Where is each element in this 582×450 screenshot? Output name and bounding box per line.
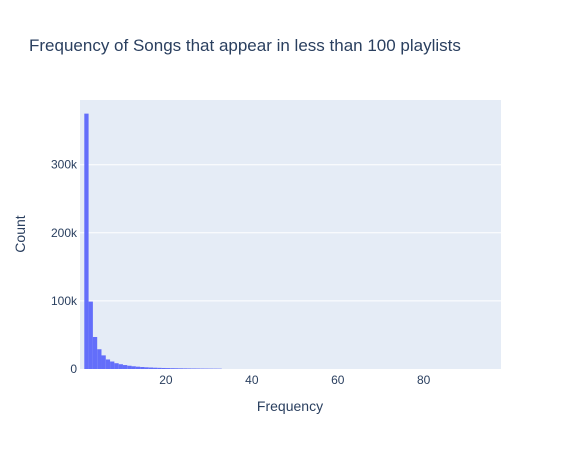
histogram-bar[interactable]: [174, 368, 179, 369]
histogram-bar[interactable]: [191, 368, 196, 369]
y-axis-title: Count: [12, 215, 28, 252]
histogram-bar[interactable]: [148, 367, 154, 369]
histogram-bar[interactable]: [84, 113, 89, 369]
x-tick-label: 40: [245, 373, 259, 387]
histogram-bar[interactable]: [170, 368, 175, 369]
histogram-bar[interactable]: [97, 349, 102, 369]
histogram-bar[interactable]: [187, 368, 192, 369]
histogram-bar[interactable]: [157, 367, 162, 369]
y-tick-label: 100k: [51, 294, 78, 308]
histogram-bar[interactable]: [135, 366, 141, 369]
histogram-bar[interactable]: [161, 367, 166, 369]
x-axis-title: Frequency: [257, 398, 323, 414]
y-tick-label: 0: [70, 362, 77, 376]
y-axis-ticks: 0 100k 200k 300k: [51, 158, 78, 376]
histogram-bar[interactable]: [92, 336, 98, 369]
x-tick-label: 20: [159, 373, 173, 387]
histogram-bar[interactable]: [114, 363, 119, 369]
x-tick-label: 60: [331, 373, 345, 387]
histogram-bar[interactable]: [165, 368, 171, 369]
histogram-bar[interactable]: [153, 367, 158, 369]
histogram-bars: [84, 113, 222, 369]
histogram-bar[interactable]: [110, 361, 115, 369]
histogram-bar[interactable]: [88, 301, 93, 369]
histogram-bar[interactable]: [122, 365, 128, 369]
histogram-bar[interactable]: [178, 368, 184, 369]
x-axis-ticks: 20 40 60 80: [159, 373, 430, 387]
histogram-bar[interactable]: [140, 367, 145, 369]
histogram-bar[interactable]: [118, 364, 123, 369]
histogram-bar[interactable]: [101, 355, 106, 369]
histogram-bar[interactable]: [105, 359, 111, 369]
y-tick-label: 200k: [51, 226, 78, 240]
x-tick-label: 80: [417, 373, 431, 387]
plot-area: [80, 100, 501, 369]
y-gridlines: [80, 164, 501, 302]
y-tick-label: 300k: [51, 158, 78, 172]
histogram-bar[interactable]: [144, 367, 149, 369]
histogram-bar[interactable]: [131, 366, 136, 369]
histogram-bar[interactable]: [127, 365, 132, 369]
chart-title: Frequency of Songs that appear in less t…: [29, 36, 461, 55]
histogram-bar[interactable]: [183, 368, 188, 369]
